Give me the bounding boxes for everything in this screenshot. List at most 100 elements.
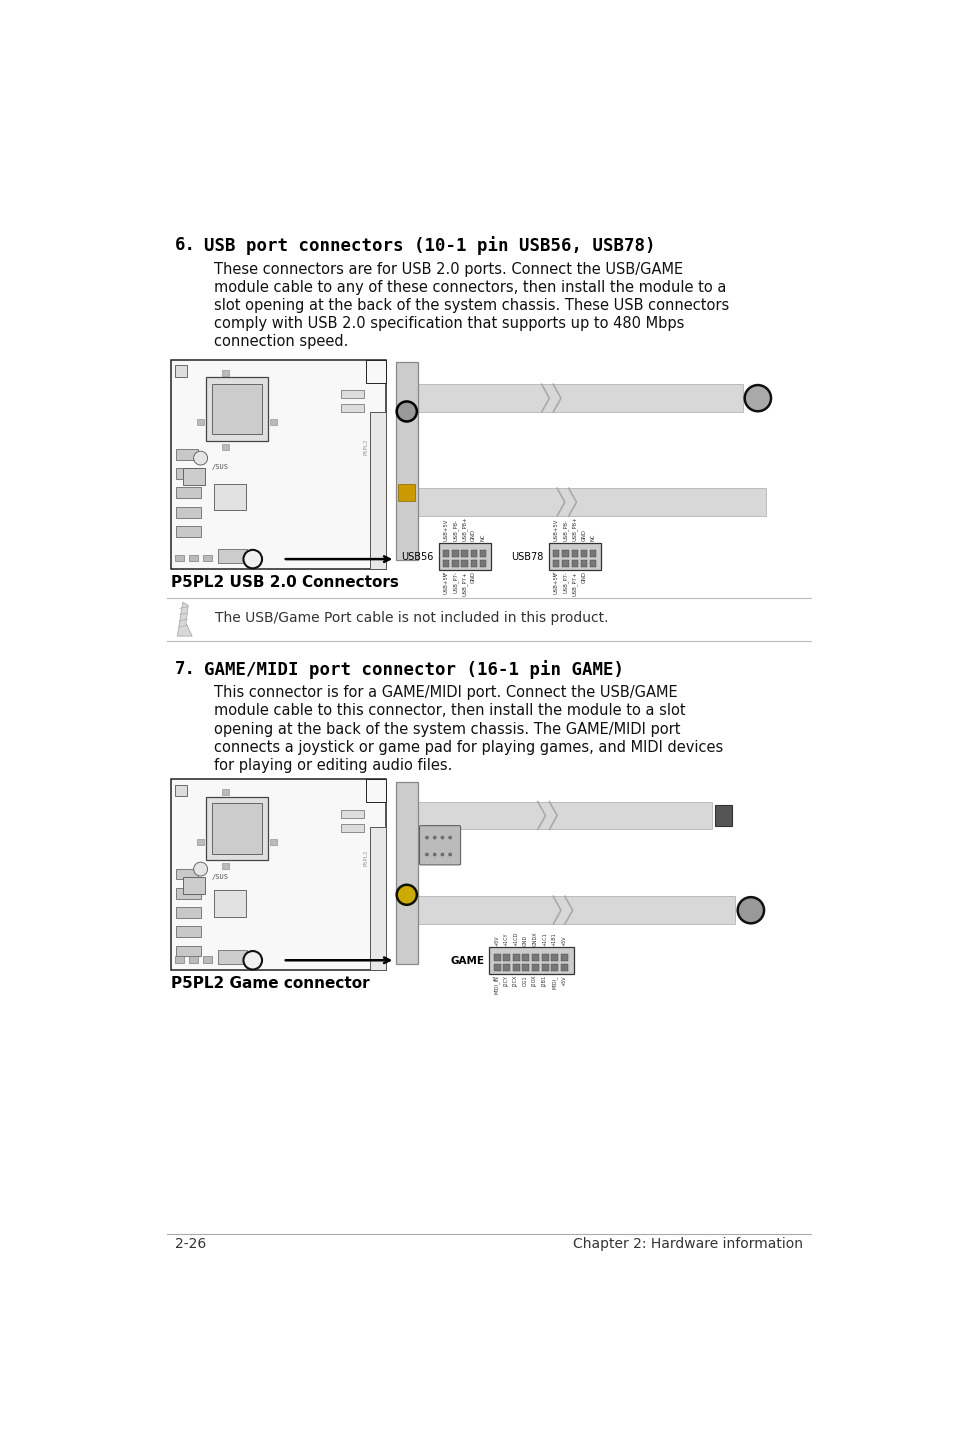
Bar — [366, 360, 385, 383]
Text: GND: GND — [471, 571, 476, 584]
Bar — [171, 360, 385, 569]
Bar — [175, 907, 200, 917]
Bar — [203, 956, 212, 962]
Text: 6.: 6. — [174, 236, 196, 255]
Bar — [532, 953, 538, 961]
Bar — [175, 469, 200, 479]
Bar — [340, 810, 364, 818]
Bar — [560, 963, 567, 971]
Bar — [562, 549, 568, 557]
Bar — [395, 782, 417, 963]
Bar — [217, 549, 247, 562]
Bar — [221, 370, 229, 375]
Bar — [206, 377, 268, 440]
Bar — [395, 362, 417, 559]
Text: These connectors are for USB 2.0 ports. Connect the USB/GAME: These connectors are for USB 2.0 ports. … — [213, 262, 682, 278]
Text: comply with USB 2.0 specification that supports up to 480 Mbps: comply with USB 2.0 specification that s… — [213, 316, 683, 331]
Bar — [340, 824, 364, 831]
Text: OG1: OG1 — [522, 975, 527, 986]
Bar — [174, 365, 187, 377]
Text: MIDI_: MIDI_ — [551, 975, 557, 989]
Text: J2CX: J2CX — [513, 975, 517, 986]
Bar — [541, 953, 548, 961]
Bar — [715, 805, 732, 827]
Text: USB56: USB56 — [401, 552, 434, 562]
Text: 1: 1 — [550, 572, 555, 578]
Bar — [513, 963, 519, 971]
Bar — [560, 953, 567, 961]
Bar — [589, 559, 596, 567]
Text: J2B1: J2B1 — [541, 975, 547, 986]
Circle shape — [440, 853, 443, 856]
Text: J2CY: J2CY — [503, 975, 508, 986]
Bar — [340, 391, 364, 398]
Text: P5PL2: P5PL2 — [364, 439, 369, 454]
Bar — [213, 483, 246, 510]
Bar — [206, 797, 268, 860]
Text: USB_P8+: USB_P8+ — [461, 516, 467, 541]
Bar — [175, 526, 200, 536]
Bar — [221, 789, 229, 795]
Text: GAME/MIDI port connector (16-1 pin GAME): GAME/MIDI port connector (16-1 pin GAME) — [204, 660, 624, 679]
Text: GND: GND — [580, 571, 586, 584]
Text: USB_P8-: USB_P8- — [562, 519, 568, 541]
Bar — [175, 506, 200, 518]
Bar — [461, 549, 467, 557]
Text: P5PL2: P5PL2 — [364, 850, 369, 866]
Bar — [470, 549, 476, 557]
Bar — [502, 963, 510, 971]
Bar — [571, 549, 578, 557]
Bar — [217, 951, 247, 963]
Bar — [571, 559, 578, 567]
Text: USB port connectors (10-1 pin USB56, USB78): USB port connectors (10-1 pin USB56, USB… — [204, 236, 656, 256]
Text: GND: GND — [471, 529, 476, 541]
Bar — [522, 953, 529, 961]
Bar — [502, 953, 510, 961]
Text: 2-26: 2-26 — [174, 1237, 206, 1251]
FancyBboxPatch shape — [419, 825, 460, 864]
Polygon shape — [177, 603, 192, 636]
Bar — [340, 404, 364, 413]
Bar — [174, 956, 184, 962]
Text: +1CD: +1CD — [513, 932, 517, 946]
Bar — [370, 413, 385, 569]
Circle shape — [744, 385, 770, 411]
Text: GND: GND — [522, 935, 527, 946]
Bar — [417, 489, 765, 516]
Bar — [196, 418, 204, 426]
Bar — [551, 953, 558, 961]
Text: Chapter 2: Hardware information: Chapter 2: Hardware information — [572, 1237, 802, 1251]
Text: GAME: GAME — [450, 956, 484, 966]
Bar — [489, 948, 574, 974]
Bar — [452, 549, 458, 557]
Text: USB+5V: USB+5V — [554, 571, 558, 594]
Circle shape — [440, 835, 443, 840]
Circle shape — [193, 863, 208, 876]
Bar — [553, 549, 558, 557]
Circle shape — [193, 452, 208, 464]
Text: +5V: +5V — [561, 975, 566, 986]
Bar — [212, 384, 261, 434]
Bar — [397, 483, 415, 500]
Text: NC: NC — [590, 533, 595, 541]
Text: 7.: 7. — [174, 660, 196, 677]
Bar — [522, 963, 529, 971]
Text: USB_P8+: USB_P8+ — [571, 516, 577, 541]
Bar — [551, 963, 558, 971]
Circle shape — [243, 549, 262, 568]
Text: GND: GND — [580, 529, 586, 541]
Bar — [461, 559, 467, 567]
Bar — [589, 549, 596, 557]
Bar — [183, 877, 204, 894]
Text: USB+5V: USB+5V — [443, 519, 448, 541]
Text: MIDI_IN: MIDI_IN — [494, 975, 499, 995]
Text: /SUS: /SUS — [212, 874, 228, 880]
Circle shape — [737, 897, 763, 923]
Circle shape — [425, 835, 428, 840]
Bar — [562, 559, 568, 567]
Text: The USB/Game Port cable is not included in this product.: The USB/Game Port cable is not included … — [215, 611, 608, 626]
Bar — [270, 418, 277, 426]
Bar — [203, 555, 212, 561]
Bar — [443, 549, 449, 557]
Bar — [438, 544, 491, 569]
